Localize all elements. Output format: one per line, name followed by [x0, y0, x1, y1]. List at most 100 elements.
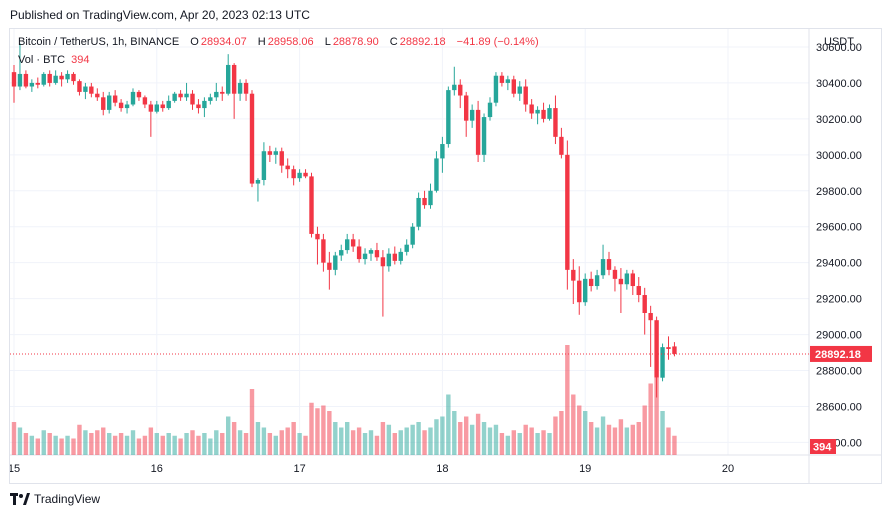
volume-bar	[297, 433, 302, 455]
y-tick-label: 29600.00	[816, 222, 862, 234]
volume-bar	[446, 394, 451, 455]
candle-body	[154, 104, 159, 112]
candle-body	[11, 72, 17, 87]
volume-bar	[237, 430, 243, 455]
candle-body	[29, 82, 35, 87]
candle-body	[541, 109, 546, 119]
candle-body	[107, 95, 112, 110]
y-tick-label: 28600.00	[816, 401, 862, 413]
volume-bar	[11, 422, 17, 455]
candle-body	[660, 347, 665, 378]
volume-bar	[124, 435, 130, 455]
volume-bar	[452, 411, 457, 455]
volume-bar	[404, 427, 409, 455]
candle-body	[464, 95, 469, 121]
volume-bar	[327, 411, 332, 455]
candle-body	[493, 75, 499, 103]
volume-bar	[309, 402, 314, 455]
candle-body	[71, 73, 76, 82]
volume-bar	[523, 424, 528, 455]
volume-bar	[392, 433, 397, 455]
price-axis-currency: USDT	[824, 36, 854, 48]
candle-body	[374, 250, 380, 258]
candle-body	[196, 104, 201, 109]
candle-body	[47, 73, 52, 83]
volume-bar	[559, 411, 564, 455]
volume-bar	[107, 433, 112, 455]
candle-body	[118, 102, 124, 109]
volume-bar	[529, 427, 534, 455]
y-tick-label: 29200.00	[816, 294, 862, 306]
candle-body	[505, 79, 511, 83]
volume-bar	[493, 424, 499, 455]
x-tick-label: 18	[436, 463, 448, 475]
volume-bar	[142, 435, 148, 455]
open-label: O	[190, 36, 199, 48]
candle-body	[23, 73, 29, 87]
candle-body	[577, 280, 582, 303]
volume-bar	[571, 394, 576, 455]
candle-body	[666, 347, 671, 349]
candle-body	[53, 75, 58, 83]
volume-label: Vol · BTC	[18, 54, 66, 66]
candle-body	[101, 97, 106, 110]
last-volume-badge	[810, 439, 836, 454]
volume-bar	[261, 427, 267, 455]
volume-bar	[77, 424, 82, 455]
volume-bar	[47, 433, 52, 455]
x-tick-label: 16	[151, 463, 163, 475]
candlestick-chart[interactable]: 28400.0028600.0028800.0029000.0029200.00…	[10, 29, 881, 483]
symbol-label[interactable]: Bitcoin / TetherUS, 1h, BINANCE	[18, 36, 180, 48]
candle-body	[273, 151, 278, 155]
y-tick-label: 29400.00	[816, 258, 862, 270]
volume-bar	[231, 422, 237, 455]
volume-bar	[666, 427, 671, 455]
y-tick-label: 29800.00	[816, 186, 862, 198]
volume-bar	[267, 433, 273, 455]
volume-bar	[505, 435, 511, 455]
candle-body	[83, 86, 88, 92]
volume-bar	[612, 427, 618, 455]
candle-body	[588, 278, 594, 287]
candle-body	[458, 84, 463, 96]
candle-body	[440, 144, 445, 159]
candle-body	[136, 91, 142, 98]
candle-body	[220, 91, 225, 94]
candle-body	[630, 273, 635, 287]
volume-bar	[226, 416, 231, 455]
volume-bar	[29, 435, 35, 455]
volume-bar	[303, 435, 308, 455]
candle-body	[208, 97, 213, 101]
volume-bar	[184, 433, 189, 455]
volume-bar	[356, 427, 362, 455]
volume-bar	[202, 433, 207, 455]
candle-body	[499, 75, 505, 83]
volume-bar	[112, 435, 118, 455]
candle-body	[35, 82, 40, 85]
high-value: 28958.06	[267, 36, 314, 48]
volume-bar	[333, 422, 338, 455]
candle-body	[386, 253, 392, 267]
volume-bar	[630, 424, 635, 455]
candle-body	[345, 239, 350, 251]
volume-bar	[487, 427, 493, 455]
tradingview-logo[interactable]: TradingView	[10, 492, 100, 506]
y-tick-label: 30600.00	[816, 42, 862, 54]
volume-bar	[101, 427, 106, 455]
candle-body	[434, 158, 439, 191]
tradingview-icon	[10, 493, 30, 505]
volume-bar	[481, 422, 487, 455]
volume-bar	[541, 430, 546, 455]
candle-body	[321, 239, 326, 263]
published-caption: Published on TradingView.com, Apr 20, 20…	[10, 8, 310, 22]
volume-bar	[422, 430, 427, 455]
candle-body	[583, 278, 588, 303]
candle-body	[255, 179, 261, 184]
volume-bar	[440, 416, 445, 455]
chart-frame	[9, 28, 882, 484]
candle-body	[523, 86, 528, 105]
candle-body	[339, 250, 344, 256]
candle-body	[517, 86, 522, 94]
candle-body	[428, 190, 433, 206]
volume-bar	[172, 435, 177, 455]
